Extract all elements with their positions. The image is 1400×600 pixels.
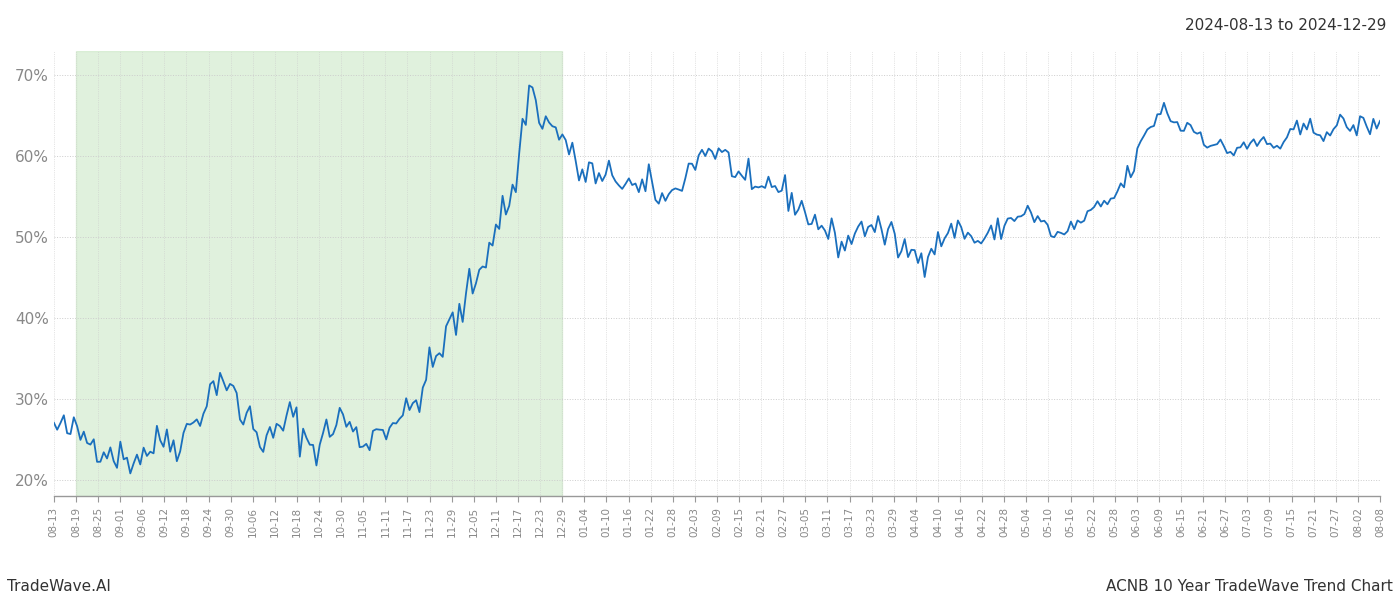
Text: TradeWave.AI: TradeWave.AI bbox=[7, 579, 111, 594]
Text: ACNB 10 Year TradeWave Trend Chart: ACNB 10 Year TradeWave Trend Chart bbox=[1106, 579, 1393, 594]
Bar bbox=[76, 51, 563, 496]
Text: 2024-08-13 to 2024-12-29: 2024-08-13 to 2024-12-29 bbox=[1184, 18, 1386, 33]
